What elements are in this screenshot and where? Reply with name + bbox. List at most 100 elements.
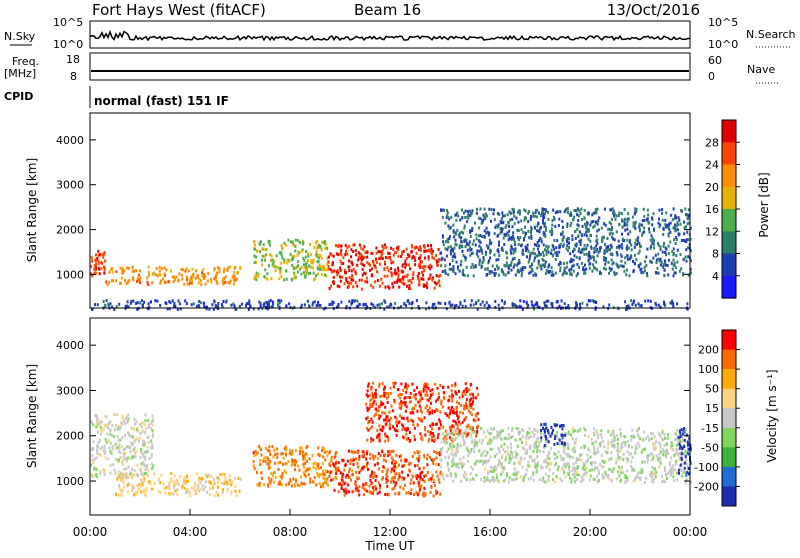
data-cell xyxy=(348,269,350,272)
data-cell xyxy=(268,477,270,480)
data-cell xyxy=(512,225,514,228)
data-cell xyxy=(254,244,256,247)
data-cell xyxy=(174,474,176,477)
data-cell xyxy=(112,271,114,274)
data-cell xyxy=(443,209,445,212)
data-cell xyxy=(683,221,685,224)
data-cell xyxy=(680,223,682,226)
data-cell xyxy=(513,473,515,476)
data-cell xyxy=(604,471,606,474)
data-cell xyxy=(179,475,181,478)
data-cell xyxy=(257,483,259,486)
data-cell xyxy=(385,481,387,484)
data-cell xyxy=(126,459,128,462)
data-cell xyxy=(490,432,492,435)
data-cell xyxy=(543,423,545,426)
data-cell xyxy=(648,221,650,224)
data-cell xyxy=(521,271,523,274)
data-cell xyxy=(490,242,492,245)
data-cell xyxy=(608,261,610,264)
data-cell xyxy=(671,444,673,447)
data-cell xyxy=(672,475,674,478)
data-cell xyxy=(163,487,165,490)
data-cell xyxy=(222,278,224,281)
data-cell xyxy=(610,232,612,235)
data-cell xyxy=(614,238,616,241)
data-cell xyxy=(672,218,674,221)
data-cell xyxy=(687,214,689,217)
data-cell xyxy=(322,470,324,473)
data-cell xyxy=(548,452,550,455)
data-cell xyxy=(509,460,511,463)
data-cell xyxy=(568,269,570,272)
data-cell xyxy=(168,485,170,488)
data-cell xyxy=(604,263,606,266)
data-cell xyxy=(380,254,382,257)
data-cell xyxy=(594,224,596,227)
data-cell xyxy=(384,243,386,246)
data-cell xyxy=(508,437,510,440)
data-cell xyxy=(219,473,221,476)
data-cell xyxy=(493,436,495,439)
data-cell xyxy=(666,473,668,476)
data-cell xyxy=(401,417,403,420)
data-cell xyxy=(453,445,455,448)
data-cell xyxy=(131,489,133,492)
data-cell xyxy=(545,272,547,275)
data-cell xyxy=(527,212,529,215)
data-cell xyxy=(635,444,637,447)
data-cell xyxy=(473,239,475,242)
data-cell xyxy=(419,247,421,250)
data-cell xyxy=(136,484,138,487)
data-cell xyxy=(391,461,393,464)
data-cell xyxy=(98,262,100,265)
data-cell xyxy=(469,393,471,396)
data-cell xyxy=(315,274,317,277)
data-cell xyxy=(584,233,586,236)
data-cell xyxy=(398,464,400,467)
data-cell xyxy=(300,273,302,276)
data-cell xyxy=(152,423,154,426)
data-cell xyxy=(436,456,438,459)
data-cell xyxy=(104,452,106,455)
data-cell xyxy=(583,253,585,256)
data-cell xyxy=(104,304,106,307)
data-cell xyxy=(313,278,315,281)
data-cell xyxy=(666,443,668,446)
data-cell xyxy=(389,453,391,456)
data-cell xyxy=(474,419,476,422)
data-cell xyxy=(632,216,634,219)
data-cell xyxy=(230,483,232,486)
data-cell xyxy=(502,221,504,224)
data-cell xyxy=(424,494,426,497)
data-cell xyxy=(551,224,553,227)
data-cell xyxy=(121,269,123,272)
data-cell xyxy=(686,238,688,241)
data-cell xyxy=(586,454,588,457)
data-cell xyxy=(213,269,215,272)
data-cell xyxy=(316,304,318,307)
data-cell xyxy=(541,479,543,482)
data-cell xyxy=(351,450,353,453)
data-cell xyxy=(123,452,125,455)
data-cell xyxy=(416,477,418,480)
data-cell xyxy=(508,427,510,430)
data-cell xyxy=(402,425,404,428)
data-cell xyxy=(625,273,627,276)
data-cell xyxy=(294,273,296,276)
data-cell xyxy=(458,402,460,405)
data-cell xyxy=(644,460,646,463)
data-cell xyxy=(403,302,405,305)
data-cell xyxy=(534,256,536,259)
data-cell xyxy=(394,302,396,305)
data-cell xyxy=(469,210,471,213)
data-cell xyxy=(471,229,473,232)
data-cell xyxy=(120,267,122,270)
data-cell xyxy=(155,273,157,276)
data-cell xyxy=(377,457,379,460)
data-cell xyxy=(232,276,234,279)
data-cell xyxy=(632,301,634,304)
data-cell xyxy=(370,284,372,287)
data-cell xyxy=(645,477,647,480)
data-cell xyxy=(217,494,219,497)
